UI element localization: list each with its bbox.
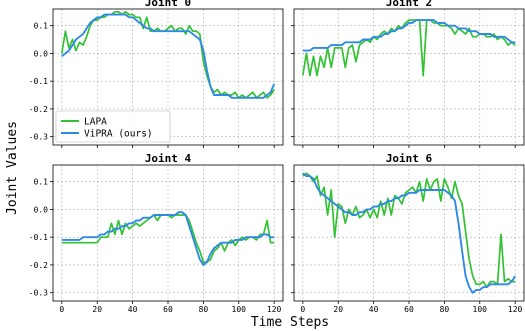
x-tick-label: 80 (199, 305, 209, 314)
y-tick-label: 0.1 (34, 178, 49, 187)
y-tick-label: -0.2 (29, 261, 48, 270)
series-line-lapa (301, 19, 516, 77)
subplot-joint-6: 0 20 40 60 80 100 120 Joint 6 (291, 152, 525, 314)
y-tick-label: 0.1 (34, 22, 49, 31)
x-tick-label: 120 (508, 305, 523, 314)
y-tick-label: -0.3 (29, 289, 48, 298)
x-tick-label: 100 (232, 305, 247, 314)
x-tick-label: 100 (473, 305, 488, 314)
series-line-vipra (302, 172, 516, 294)
legend-label: ViPRA (ours) (84, 129, 153, 140)
x-tick-label: 120 (267, 305, 282, 314)
y-tick-label: -0.1 (29, 77, 48, 86)
y-axis-label: Joint Values (5, 121, 20, 215)
legend-label: LAPA (84, 117, 107, 128)
y-tick-label: -0.1 (29, 233, 48, 242)
x-tick-label: 40 (369, 305, 379, 314)
y-tick-label: 0.0 (34, 205, 49, 214)
subplot-joint-2: Joint 2 (291, 0, 525, 148)
y-tick-label: -0.3 (29, 133, 48, 142)
subplot-title: Joint 6 (386, 152, 433, 165)
series-line-vipra (61, 211, 275, 266)
x-tick-label: 0 (59, 305, 64, 314)
x-tick-label: 0 (300, 305, 305, 314)
subplot-title: Joint 0 (145, 0, 191, 9)
subplot-joint-4: 0 20 40 60 80 100 120 0.1 0.0 -0.1 -0.2 -0.3 Joint 4 (29, 152, 284, 314)
series-line-lapa (302, 172, 516, 288)
x-tick-label: 20 (92, 305, 102, 314)
x-axis-label: Time Steps (251, 315, 329, 330)
series-line-vipra (302, 19, 516, 52)
x-tick-label: 40 (128, 305, 138, 314)
x-tick-label: 60 (404, 305, 414, 314)
x-tick-label: 80 (440, 305, 450, 314)
legend-box (55, 110, 171, 143)
subplot-title: Joint 2 (386, 0, 432, 9)
x-tick-label: 20 (333, 305, 343, 314)
subplot-title: Joint 4 (145, 152, 192, 165)
y-tick-label: 0.0 (34, 49, 49, 58)
x-tick-label: 60 (163, 305, 173, 314)
y-tick-label: -0.2 (29, 105, 48, 114)
series-line-vipra (61, 13, 276, 99)
